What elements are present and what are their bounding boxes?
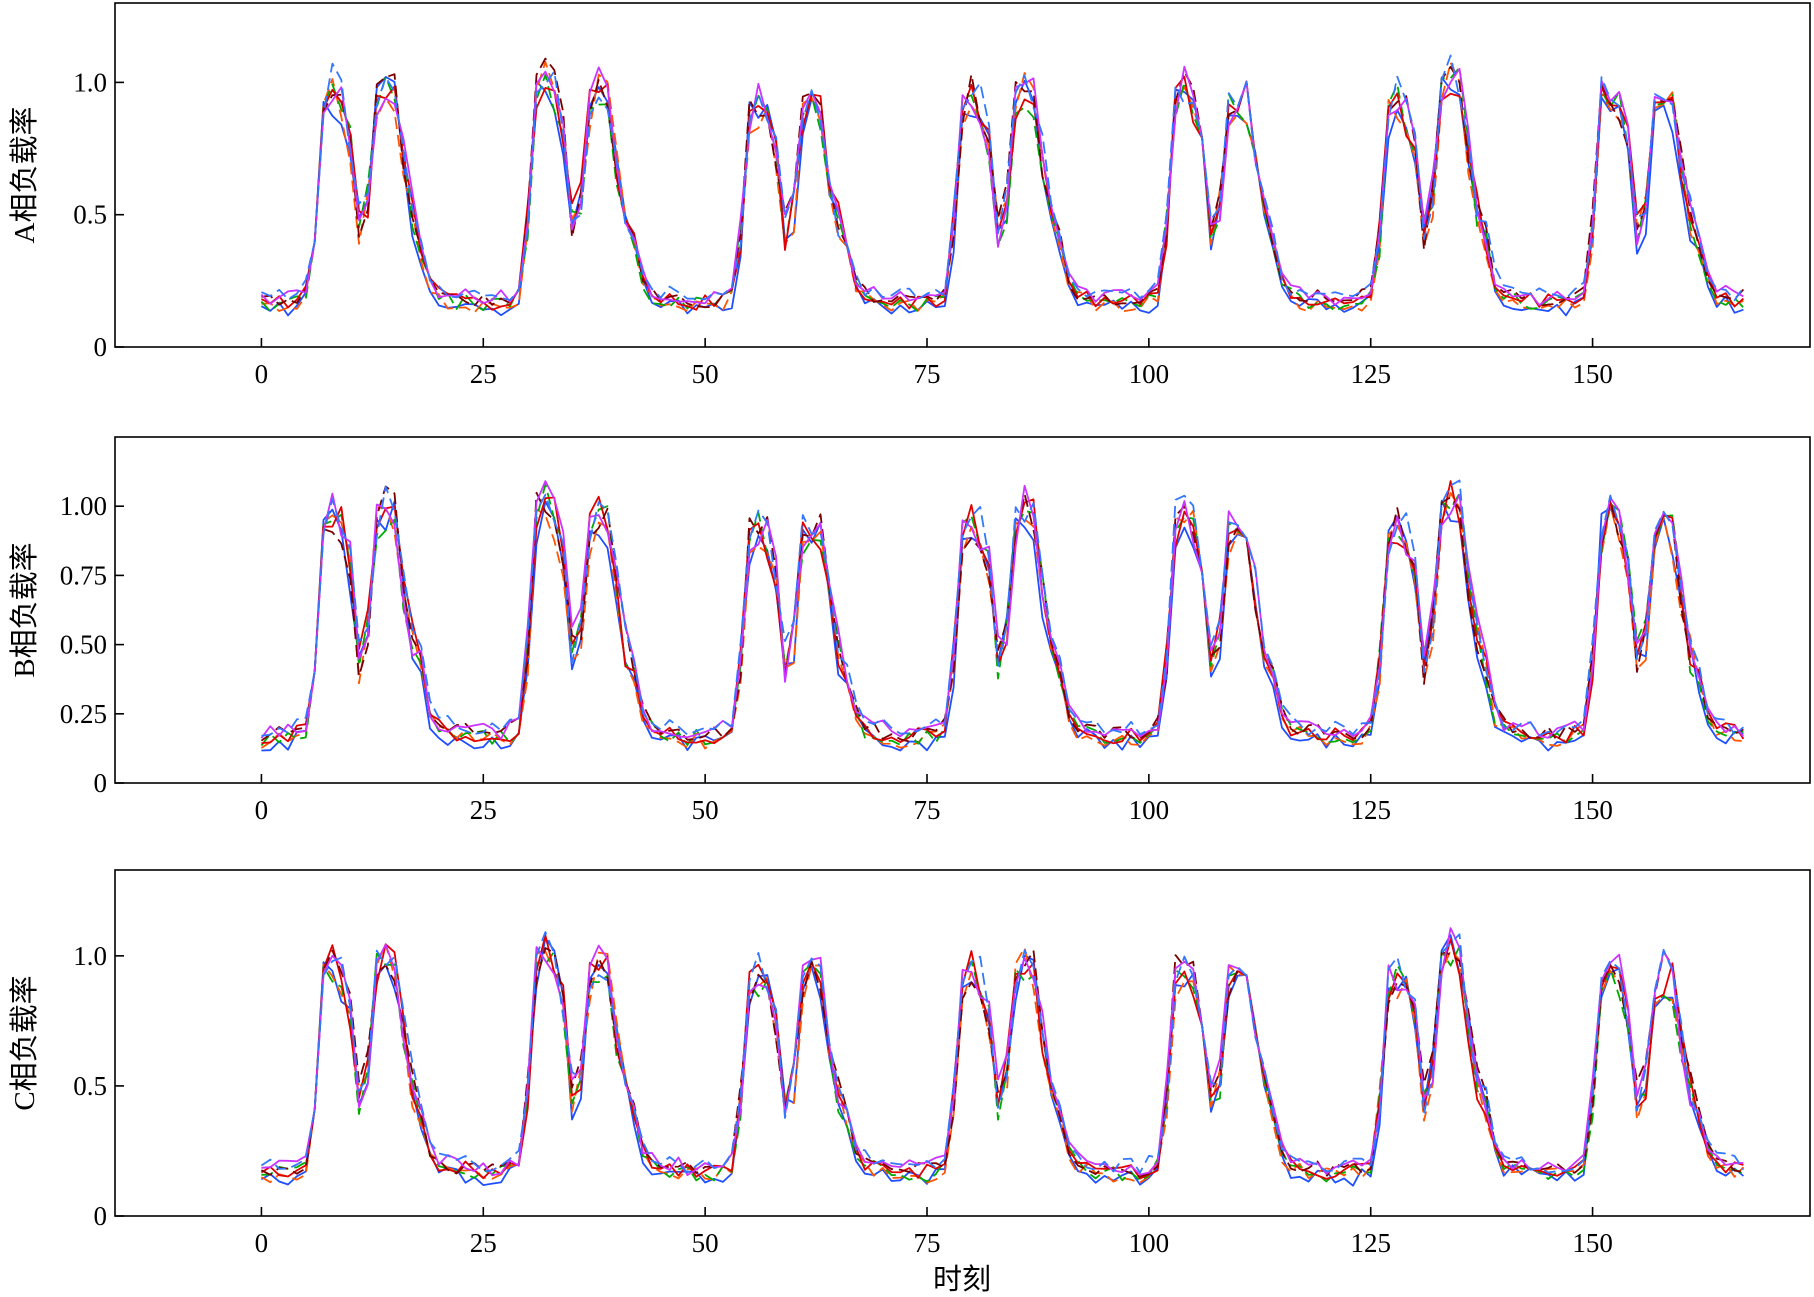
x-axis-label: 时刻 xyxy=(933,1263,991,1296)
panel-b-series-6-line xyxy=(260,480,1745,740)
panel-c-series-1-line xyxy=(260,934,1744,1187)
panel-c-series-4-line xyxy=(260,934,1744,1180)
x-tick-label: 150 xyxy=(1572,359,1613,389)
panel-a-ylabel: A相负载率 xyxy=(8,107,41,244)
panel-b-ylabel: B相负载率 xyxy=(8,542,41,677)
x-tick-label: 25 xyxy=(470,359,497,389)
panel-c-series-5-line xyxy=(260,947,1744,1178)
panel-c-series-3-line xyxy=(261,945,1744,1183)
y-tick-label: 0.75 xyxy=(60,560,107,590)
x-tick-label: 100 xyxy=(1129,1228,1170,1258)
panel-c-series-6-line xyxy=(261,927,1744,1177)
panel-c-frame xyxy=(114,869,1811,1217)
panel-a-series-6-line xyxy=(260,65,1744,306)
y-tick-label: 0 xyxy=(94,768,108,798)
x-tick-label: 100 xyxy=(1129,795,1170,825)
x-tick-label: 125 xyxy=(1350,359,1391,389)
x-tick-label: 75 xyxy=(914,359,941,389)
panel-a-series-3-line xyxy=(260,66,1745,313)
panel-c: 0 25 50 75 100 125 150 0 0.5 1.0 C相负载率 xyxy=(8,869,1811,1258)
y-tick-label: 0.50 xyxy=(60,630,107,660)
y-tick-label: 0.5 xyxy=(73,200,107,230)
x-tick-label: 50 xyxy=(692,795,719,825)
y-tick-label: 1.0 xyxy=(73,941,107,971)
panel-b-series-4-line xyxy=(261,480,1745,745)
panel-b-series-2-line xyxy=(260,492,1744,750)
panel-a-series-1-line xyxy=(260,76,1744,317)
x-tick-label: 0 xyxy=(255,1228,269,1258)
y-tick-label: 1.00 xyxy=(60,491,107,521)
panel-c-ylabel: C相负载率 xyxy=(8,975,41,1110)
x-tick-label: 50 xyxy=(692,359,719,389)
x-tick-label: 25 xyxy=(470,795,497,825)
panel-b-series-3-line xyxy=(260,483,1744,747)
panel-b: 0 25 50 75 100 125 150 0 0.25 0.50 0.75 1.00 B相负载率 xyxy=(8,436,1811,825)
panel-a-series-2-line xyxy=(261,61,1744,314)
y-tick-label: 0 xyxy=(94,1201,108,1231)
panel-a: 0 25 50 75 100 125 150 0 0.5 1.0 A相负载率 xyxy=(8,2,1811,389)
panel-b-series-5-line xyxy=(260,485,1744,743)
x-tick-label: 150 xyxy=(1572,795,1613,825)
x-tick-label: 50 xyxy=(692,1228,719,1258)
panel-a-series-4-line xyxy=(261,75,1745,311)
panel-a-series-7-line xyxy=(261,54,1745,301)
panel-a-series-5-line xyxy=(261,57,1745,309)
x-tick-label: 0 xyxy=(255,795,269,825)
x-tick-label: 75 xyxy=(914,1228,941,1258)
y-tick-label: 0 xyxy=(94,332,108,362)
panel-b-series-1-line xyxy=(261,499,1744,752)
x-tick-label: 75 xyxy=(914,795,941,825)
x-tick-label: 150 xyxy=(1572,1228,1613,1258)
panel-c-series-2-line xyxy=(260,943,1745,1184)
y-tick-label: 1.0 xyxy=(73,67,107,97)
panel-c-series-7-line xyxy=(260,931,1745,1174)
panel-a-frame xyxy=(114,2,1811,348)
x-tick-label: 125 xyxy=(1350,795,1391,825)
panel-b-series-7-line xyxy=(261,479,1744,737)
x-tick-label: 125 xyxy=(1350,1228,1391,1258)
y-tick-label: 0.25 xyxy=(60,699,107,729)
panel-b-frame xyxy=(114,436,1811,784)
x-tick-label: 25 xyxy=(470,1228,497,1258)
y-tick-label: 0.5 xyxy=(73,1071,107,1101)
x-tick-label: 100 xyxy=(1129,359,1170,389)
x-tick-label: 0 xyxy=(255,359,269,389)
